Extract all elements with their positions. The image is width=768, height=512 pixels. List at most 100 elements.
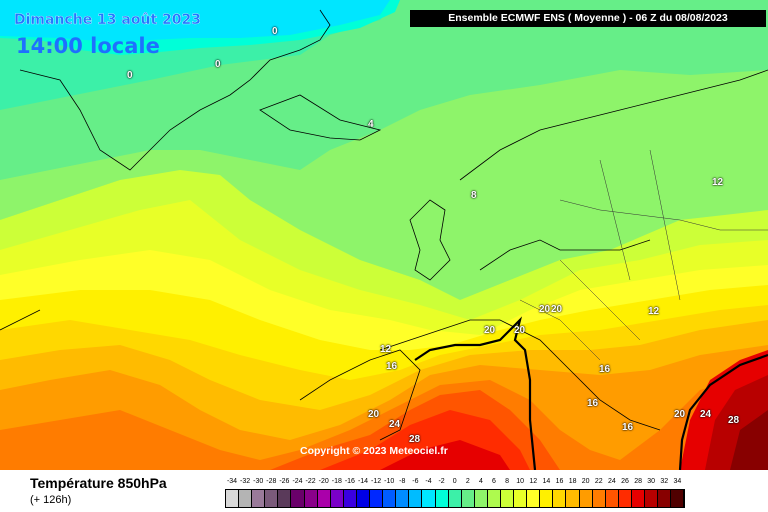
legend-swatch (370, 490, 384, 507)
legend-swatch (317, 490, 331, 507)
legend-swatch (631, 490, 645, 507)
isotherm-label: 12 (648, 306, 660, 317)
legend-swatch (500, 490, 515, 507)
isotherm-label: 16 (622, 422, 634, 433)
legend-swatch (422, 490, 436, 507)
isotherm-label: 12 (712, 177, 724, 188)
legend-swatch (448, 490, 462, 507)
coastlines (0, 9, 768, 441)
isotherm-label: 0 (215, 59, 221, 70)
legend-swatch (553, 490, 567, 507)
isotherm-label: 20 (551, 304, 563, 315)
legend-swatch (645, 490, 659, 507)
run-info-banner: Ensemble ECMWF ENS ( Moyenne ) - 06 Z du… (410, 10, 766, 27)
isotherm-label: 12 (380, 344, 392, 355)
legend-tick: 16 (555, 478, 564, 485)
legend-tick: 8 (505, 478, 510, 485)
legend-tick: -2 (438, 478, 445, 485)
thick-contours (414, 316, 768, 470)
legend-swatch (658, 490, 672, 507)
isotherm-label: 16 (386, 361, 398, 372)
legend-tick: 12 (529, 478, 538, 485)
legend-tick: -8 (399, 478, 406, 485)
isotherm-label: 16 (599, 364, 611, 375)
legend-swatch (343, 490, 357, 507)
legend-tick: 6 (492, 478, 496, 485)
legend-swatch (605, 490, 619, 507)
legend-swatch (514, 490, 528, 507)
parameter-title: Température 850hPa (30, 475, 167, 491)
legend-tick: -14 (357, 478, 369, 485)
isotherm-label: 20 (484, 325, 496, 336)
legend-tick: 18 (568, 478, 577, 485)
legend-tick: 24 (607, 478, 616, 485)
legend-tick: -24 (292, 478, 303, 485)
isotherm-label: 16 (587, 398, 599, 409)
legend-swatch (540, 490, 554, 507)
zone-east-30-32 (730, 410, 768, 470)
legend-tick: 2 (465, 478, 470, 485)
isotherm-label: 28 (728, 415, 740, 426)
legend-swatch (278, 490, 292, 507)
legend-swatch (226, 490, 240, 507)
isotherm-label: 20 (368, 409, 380, 420)
legend-swatch (527, 490, 541, 507)
country-borders (519, 149, 768, 361)
legend-tick: -4 (425, 478, 432, 485)
legend-swatch (618, 490, 632, 507)
legend-tick: 0 (452, 478, 457, 485)
legend-swatch (461, 490, 475, 507)
legend-tick: -22 (305, 478, 316, 485)
legend-tick: -28 (266, 478, 277, 485)
isotherm-label: 20 (539, 304, 551, 315)
legend-tick: 22 (594, 478, 603, 485)
legend-tick: 14 (542, 478, 551, 485)
isotherm-label: 0 (272, 26, 278, 37)
legend-tick: 34 (673, 478, 682, 485)
legend-tick: 32 (660, 478, 669, 485)
forecast-time: 14:00 locale (16, 34, 160, 58)
legend-tick: 4 (478, 478, 483, 485)
isotherm-label: 20 (674, 409, 686, 420)
legend-tick: 26 (621, 478, 629, 485)
legend-tick: -30 (253, 478, 264, 485)
legend-swatch (592, 490, 606, 507)
legend-tick: 20 (581, 478, 590, 485)
legend-tick: -12 (371, 478, 382, 485)
legend-swatch (579, 490, 593, 507)
legend-tick: -6 (412, 478, 419, 485)
legend-tick: -10 (384, 478, 395, 485)
legend-tick: -32 (240, 478, 251, 485)
legend-tick: -34 (226, 478, 238, 485)
legend-swatch (239, 490, 253, 507)
forecast-date: Dimanche 13 août 2023 (14, 12, 201, 28)
zone-minus4-minus2 (0, 0, 390, 42)
legend-tick: -16 (344, 478, 355, 485)
legend-swatch (304, 490, 318, 507)
isotherm-label: 28 (409, 434, 421, 445)
legend-tick: -26 (279, 478, 290, 485)
legend-swatch (474, 490, 488, 507)
legend-swatch (566, 490, 580, 507)
isotherm-label: 20 (514, 325, 526, 336)
legend-tick: -18 (331, 478, 342, 485)
isotherm-label: 0 (127, 70, 133, 81)
color-scale-legend (225, 489, 686, 508)
legend-swatch (265, 490, 279, 507)
legend-swatch (409, 490, 423, 507)
legend-swatch (671, 490, 685, 507)
legend-swatch (330, 490, 344, 507)
forecast-offset: (+ 126h) (30, 494, 72, 506)
legend-swatch (356, 490, 371, 507)
legend-tick: 28 (634, 478, 642, 485)
zone-26-28 (380, 440, 510, 470)
legend-swatch (291, 490, 305, 507)
isotherm-label: 4 (368, 119, 374, 130)
legend-tick: 30 (647, 478, 656, 485)
temperature-field (0, 0, 768, 470)
isotherm-label: 24 (700, 409, 712, 420)
legend-swatch (396, 490, 410, 507)
temperature-map: Dimanche 13 août 2023 14:00 locale Ensem… (0, 0, 768, 470)
isotherm-label: 24 (389, 419, 401, 430)
legend-swatch (487, 490, 501, 507)
